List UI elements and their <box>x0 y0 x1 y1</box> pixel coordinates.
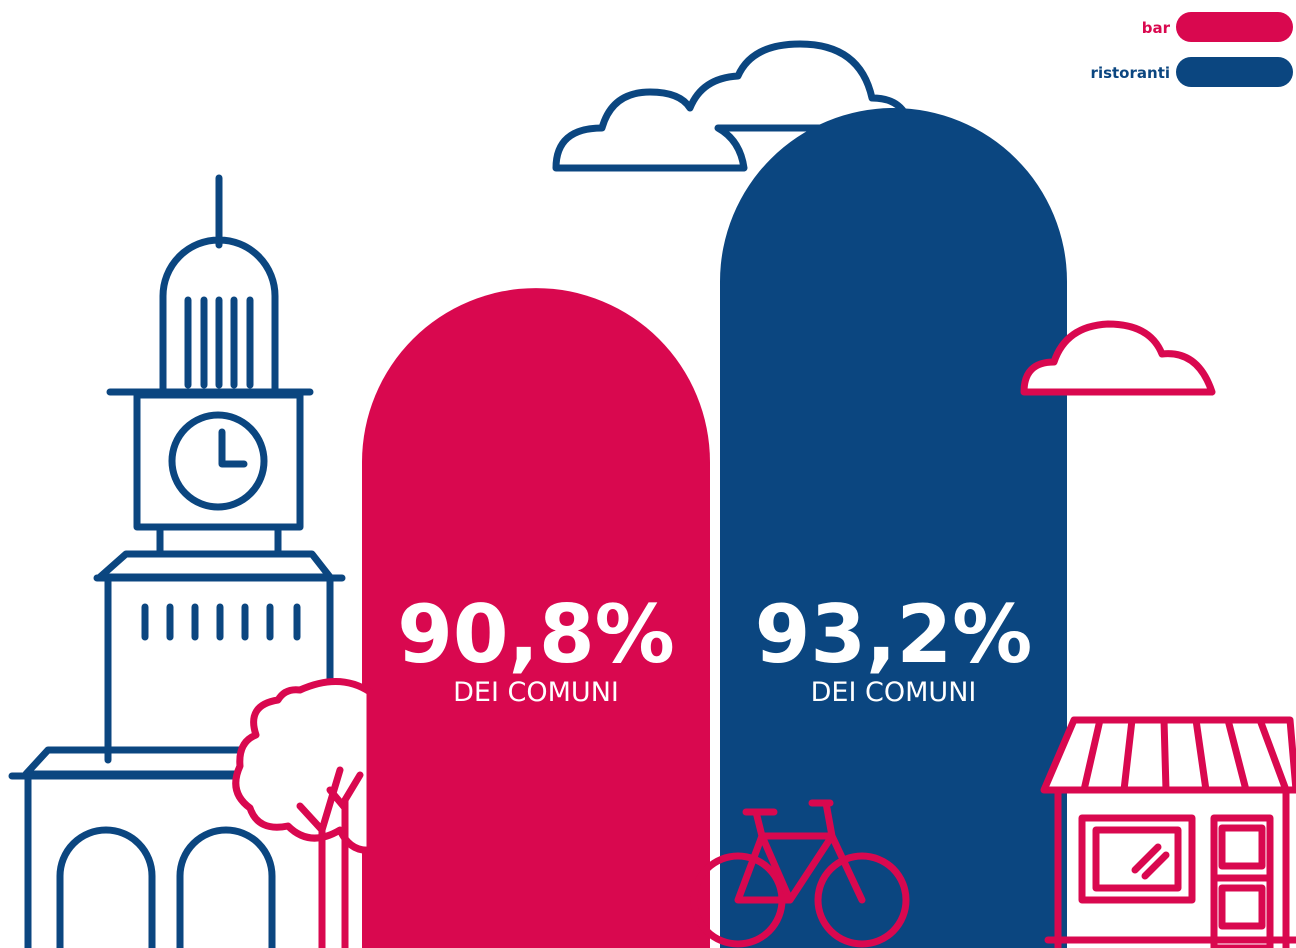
legend-swatch <box>1176 12 1293 42</box>
value-label: 93,2% <box>755 588 1033 681</box>
bar <box>720 108 1067 948</box>
legend-swatch <box>1176 57 1293 87</box>
chart: 90,8%DEI COMUNI93,2%DEI COMUNI barristor… <box>0 0 1296 948</box>
value-label: 90,8% <box>397 588 675 681</box>
legend-label: bar <box>1142 19 1171 37</box>
value-caption: DEI COMUNI <box>811 677 977 708</box>
value-caption: DEI COMUNI <box>453 677 619 708</box>
legend: bar ristoranti <box>1091 12 1293 87</box>
legend-label: ristoranti <box>1091 64 1170 82</box>
